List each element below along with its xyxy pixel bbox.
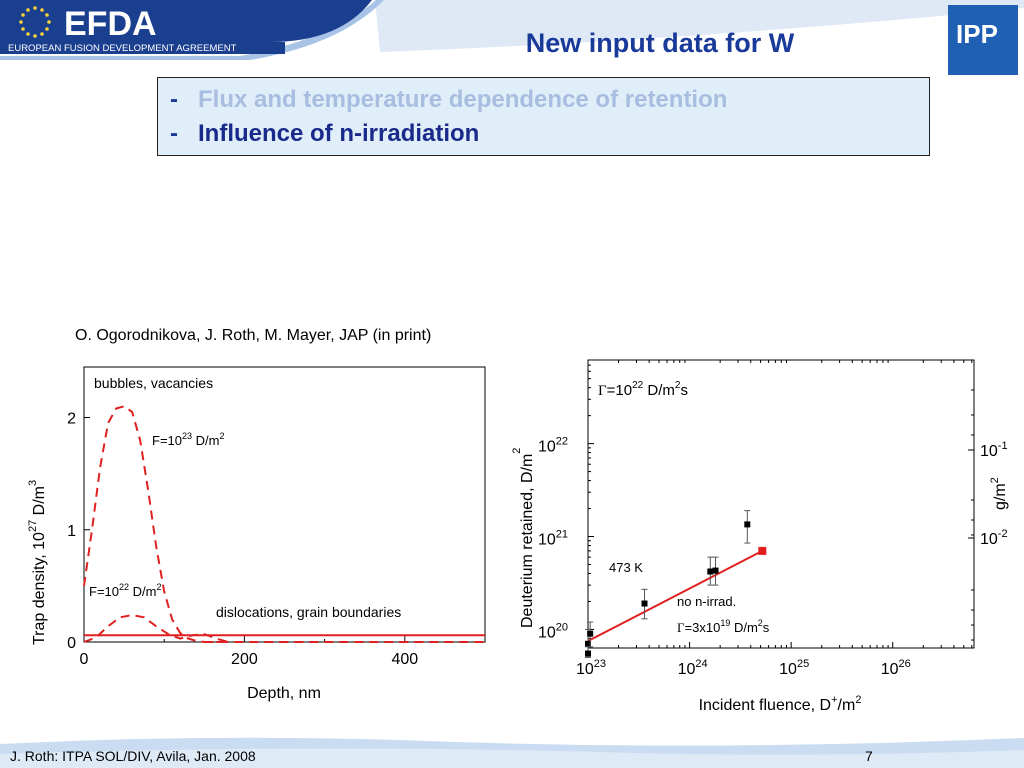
- data-point: [585, 650, 591, 657]
- annotation-f22: F=1022 D/m2: [89, 582, 161, 599]
- y-right-tick-label: 10-2: [980, 528, 1008, 548]
- y-tick-label: 1020: [538, 621, 568, 641]
- data-point: [641, 600, 648, 607]
- x-tick-label: 1025: [779, 658, 809, 678]
- efda-name: EFDA: [64, 5, 157, 43]
- y-tick-label: 2: [67, 411, 76, 428]
- annotation-bubbles: bubbles, vacancies: [94, 375, 213, 391]
- series-line-2: [83, 614, 229, 643]
- fit-line: [587, 550, 763, 642]
- ipp-logo: IPP: [948, 5, 1018, 75]
- data-point: [712, 567, 719, 574]
- annotation-flux: Γ=1022 D/m2s: [598, 380, 688, 399]
- x-axis-label: Depth, nm: [247, 685, 321, 702]
- footer-band: [0, 737, 1024, 768]
- y-tick-label: 0: [67, 635, 76, 652]
- x-tick-label: 0: [80, 651, 89, 668]
- y-axis-right-label: g/m2: [989, 477, 1009, 510]
- y-axis-label: Trap density, 1027 D/m3: [27, 480, 48, 645]
- eu-stars-icon: [19, 6, 51, 38]
- page-number: 7: [865, 748, 873, 764]
- retention-chart: 1023 1024 1025 1026 1020 1021 1022 10-1 10-2 Γ=1…: [512, 359, 1009, 714]
- bullet-item: - Influence of n-irradiation: [170, 120, 480, 147]
- data-point: [744, 521, 751, 528]
- ipp-name: IPP: [956, 19, 998, 49]
- annotation-dislocations: dislocations, grain boundaries: [216, 604, 401, 620]
- plot-frame: [83, 366, 486, 643]
- series-line-1: [83, 405, 221, 643]
- citation: O. Ogorodnikova, J. Roth, M. Mayer, JAP …: [75, 327, 432, 344]
- y-tick-label: 1021: [538, 529, 568, 549]
- y-right-tick-label: 10-1: [980, 440, 1008, 460]
- x-tick-label: 200: [231, 651, 258, 668]
- trap-density-chart: 0 200 400 0 1 2 bubbles, vacancies F=1023 D/m…: [27, 366, 486, 702]
- header-band: [0, 0, 1024, 60]
- x-tick-label: 400: [391, 651, 418, 668]
- bullet-box: - Flux and temperature dependence of rete…: [157, 77, 930, 156]
- slide-title: New input data for W: [525, 28, 795, 58]
- data-point: [587, 630, 594, 637]
- efda-subtitle: EUROPEAN FUSION DEVELOPMENT AGREEMENT: [8, 43, 237, 54]
- x-tick-label: 1023: [576, 658, 606, 678]
- x-axis-label: Incident fluence, D+/m2: [699, 694, 862, 714]
- annotation-flux2: Γ=3x1019 D/m2s: [677, 618, 770, 635]
- y-axis-label: Deuterium retained, D/m2: [512, 448, 536, 628]
- highlight-point: [758, 546, 767, 555]
- y-tick-label: 1: [67, 523, 76, 540]
- annotation-f23: F=1023 D/m2: [152, 431, 224, 448]
- data-point: [707, 568, 714, 575]
- bullet-item: - Flux and temperature dependence of rete…: [170, 86, 728, 113]
- annotation-temperature: 473 K: [609, 560, 643, 575]
- y-tick-label: 1022: [538, 436, 568, 456]
- efda-logo: EFDA EUROPEAN FUSION DEVELOPMENT AGREEME…: [0, 0, 380, 60]
- annotation-no-irrad: no n-irrad.: [677, 594, 736, 609]
- data-point: [585, 640, 591, 647]
- x-tick-label: 1024: [678, 658, 708, 678]
- x-tick-label: 1026: [881, 658, 911, 678]
- footer-text: J. Roth: ITPA SOL/DIV, Avila, Jan. 2008: [10, 748, 256, 764]
